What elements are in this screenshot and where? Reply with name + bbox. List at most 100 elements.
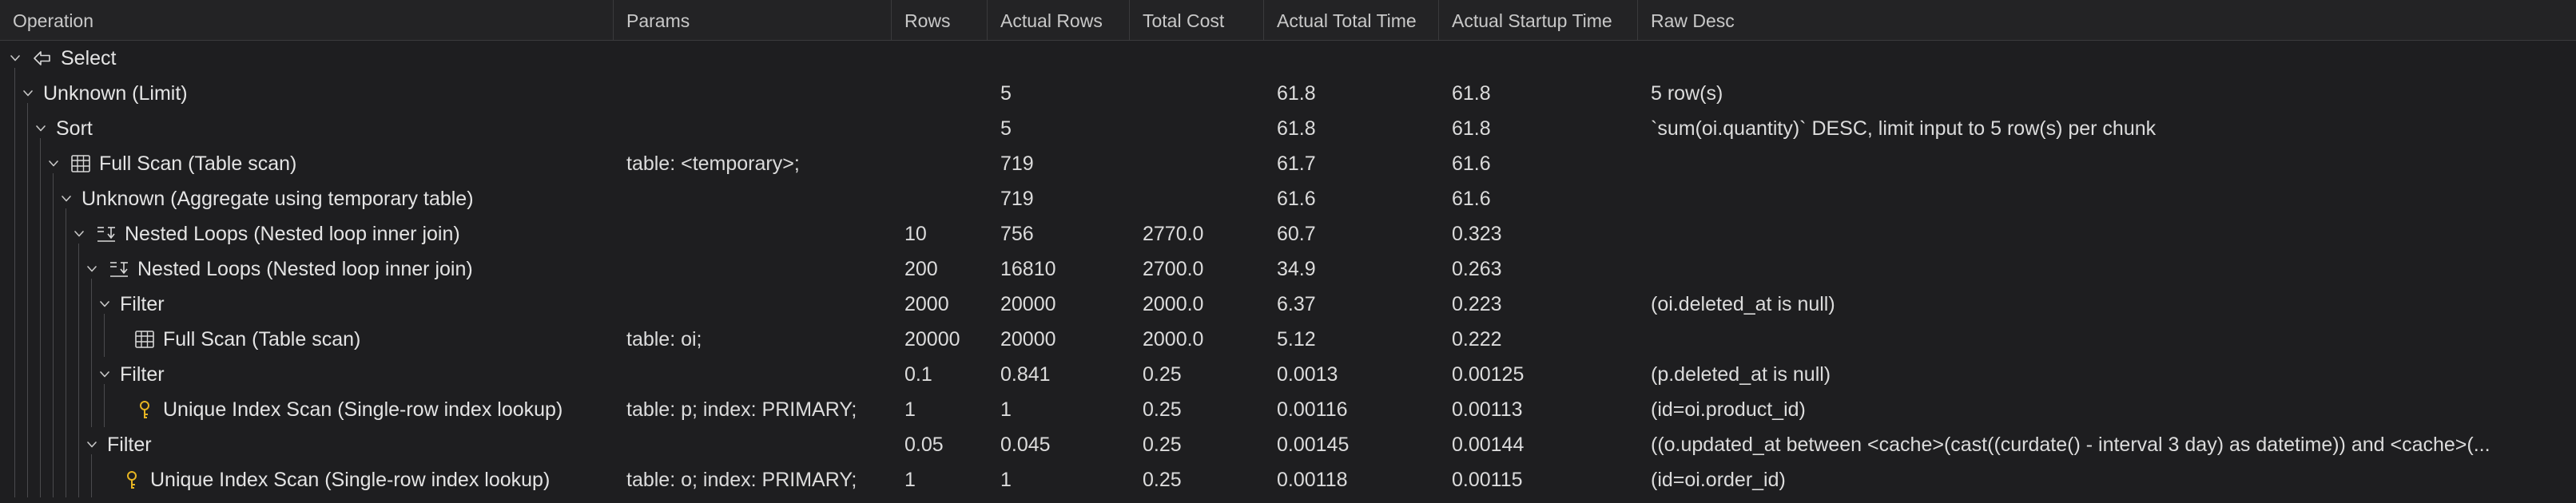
- plan-row[interactable]: Nested Loops (Nested loop inner join) 10 7…: [0, 216, 2576, 252]
- plan-row[interactable]: Filter 0.1 0.841 0.25 0.0013 0.00125 (p.delete…: [0, 357, 2576, 392]
- total-cost-cell: 2000.0: [1143, 293, 1204, 315]
- rows-cell: 20000: [904, 328, 960, 351]
- tree-guide-line: [104, 384, 105, 427]
- col-actual-rows-header[interactable]: Actual Rows: [988, 0, 1130, 40]
- operation-cell: Unknown (Aggregate using temporary table…: [58, 181, 474, 216]
- plan-row[interactable]: Select: [0, 41, 2576, 76]
- tree-guide-line: [91, 279, 92, 427]
- params-cell: [614, 41, 892, 76]
- raw-desc-cell: [1638, 216, 2576, 252]
- params-cell: [614, 287, 892, 322]
- operation-label: Unknown (Limit): [43, 82, 188, 105]
- rows-cell: [892, 146, 988, 181]
- col-actual-startup-time-header[interactable]: Actual Startup Time: [1439, 0, 1638, 40]
- chevron-down-icon[interactable]: [83, 427, 101, 462]
- actual-total-time-cell: 0.00116: [1277, 398, 1348, 421]
- raw-desc-cell: [1638, 322, 2576, 357]
- actual-startup-time-cell: 0.00115: [1452, 469, 1523, 491]
- total-cost-cell: [1130, 76, 1264, 111]
- chevron-down-icon[interactable]: [45, 146, 62, 181]
- params-cell: [614, 252, 892, 287]
- params-cell: [614, 76, 892, 111]
- operation-cell: Select: [6, 41, 116, 76]
- col-rows-header[interactable]: Rows: [892, 0, 988, 40]
- chevron-down-icon[interactable]: [19, 76, 37, 111]
- plan-row[interactable]: Unknown (Limit) 5 61.8 61.8 5 row(s): [0, 76, 2576, 111]
- operation-label: Filter: [120, 293, 165, 315]
- tree-guide-line: [91, 454, 92, 497]
- actual-startup-time-cell: 0.222: [1452, 328, 1502, 351]
- plan-row[interactable]: Filter 0.05 0.045 0.25 0.00145 0.00144 ((o.upd…: [0, 427, 2576, 462]
- operation-label: Unique Index Scan (Single-row index look…: [163, 398, 563, 421]
- col-operation-header[interactable]: Operation: [0, 0, 614, 40]
- actual-startup-time-cell: 0.323: [1452, 223, 1502, 245]
- chevron-down-icon[interactable]: [96, 357, 113, 392]
- col-raw-desc-header[interactable]: Raw Desc: [1651, 10, 1735, 31]
- params-cell: [614, 357, 892, 392]
- total-cost-cell: [1130, 181, 1264, 216]
- actual-startup-time-cell: 0.00113: [1452, 398, 1523, 421]
- operation-cell: Sort: [32, 111, 93, 146]
- raw-desc-cell: (id=oi.product_id): [1651, 398, 1806, 421]
- params-cell: table: p; index: PRIMARY;: [626, 398, 857, 421]
- operation-label: Filter: [120, 363, 165, 386]
- operation-label: Nested Loops (Nested loop inner join): [137, 258, 473, 280]
- chevron-down-icon[interactable]: [96, 287, 113, 322]
- params-cell: [614, 216, 892, 252]
- operation-label: Full Scan (Table scan): [163, 328, 361, 351]
- chevron-down-icon[interactable]: [83, 252, 101, 287]
- actual-rows-cell: 5: [1000, 117, 1012, 140]
- chevron-down-icon[interactable]: [70, 216, 88, 252]
- operation-label: Unknown (Aggregate using temporary table…: [81, 188, 474, 210]
- params-cell: [614, 181, 892, 216]
- actual-total-time-cell: 61.8: [1277, 82, 1316, 105]
- actual-rows-cell: 756: [1000, 223, 1034, 245]
- chevron-down-icon[interactable]: [6, 41, 24, 76]
- raw-desc-cell: `sum(oi.quantity)` DESC, limit input to …: [1651, 117, 2157, 140]
- total-cost-cell: 0.25: [1143, 398, 1182, 421]
- actual-startup-time-cell: 0.263: [1452, 258, 1502, 280]
- total-cost-cell: 2770.0: [1143, 223, 1204, 245]
- rows-cell: 0.05: [904, 434, 944, 456]
- plan-row[interactable]: Sort 5 61.8 61.8 `sum(oi.quantity)` DESC, li…: [0, 111, 2576, 146]
- operation-label: Filter: [107, 434, 152, 456]
- raw-desc-cell: [1638, 41, 2576, 76]
- rows-cell: 2000: [904, 293, 949, 315]
- plan-row[interactable]: Unique Index Scan (Single-row index look…: [0, 462, 2576, 497]
- raw-desc-cell: 5 row(s): [1651, 82, 1723, 105]
- operation-label: Select: [61, 47, 117, 69]
- raw-desc-cell: [1638, 181, 2576, 216]
- operation-cell: Filter: [83, 427, 152, 462]
- plan-row[interactable]: Nested Loops (Nested loop inner join) 200…: [0, 252, 2576, 287]
- operation-label: Sort: [56, 117, 93, 140]
- tree-guide-line: [14, 68, 15, 497]
- actual-rows-cell: 0.841: [1000, 363, 1051, 386]
- col-params-header[interactable]: Params: [614, 0, 892, 40]
- params-cell: table: o; index: PRIMARY;: [626, 469, 857, 491]
- col-total-cost-header[interactable]: Total Cost: [1130, 0, 1264, 40]
- col-actual-total-time-header[interactable]: Actual Total Time: [1264, 0, 1439, 40]
- plan-row[interactable]: Full Scan (Table scan) table: <temporary>…: [0, 146, 2576, 181]
- actual-rows-cell: 1: [1000, 469, 1012, 491]
- arrow-left-icon: [30, 41, 54, 76]
- plan-row[interactable]: Full Scan (Table scan) table: oi; 20000 200…: [0, 322, 2576, 357]
- operation-cell: Unique Index Scan (Single-row index look…: [109, 392, 563, 427]
- operation-cell: Full Scan (Table scan): [109, 322, 360, 357]
- actual-rows-cell: 20000: [1000, 328, 1056, 351]
- chevron-down-icon[interactable]: [32, 111, 50, 146]
- plan-row[interactable]: Filter 2000 20000 2000.0 6.37 0.223 (oi.delete…: [0, 287, 2576, 322]
- actual-startup-time-cell: 61.8: [1452, 117, 1491, 140]
- actual-total-time-cell: 5.12: [1277, 328, 1316, 351]
- raw-desc-cell: [1638, 252, 2576, 287]
- actual-rows-cell: 5: [1000, 82, 1012, 105]
- chevron-down-icon[interactable]: [58, 181, 75, 216]
- operation-cell: Unique Index Scan (Single-row index look…: [96, 462, 550, 497]
- plan-row[interactable]: Unknown (Aggregate using temporary table…: [0, 181, 2576, 216]
- actual-total-time-cell: 61.6: [1277, 188, 1316, 210]
- actual-startup-time-cell: 61.6: [1452, 188, 1491, 210]
- raw-desc-cell: (p.deleted_at is null): [1651, 363, 1831, 386]
- plan-row[interactable]: Unique Index Scan (Single-row index look…: [0, 392, 2576, 427]
- raw-desc-cell: ((o.updated_at between <cache>(cast((cur…: [1651, 434, 2491, 456]
- table-icon: [133, 322, 157, 357]
- total-cost-cell: [1130, 111, 1264, 146]
